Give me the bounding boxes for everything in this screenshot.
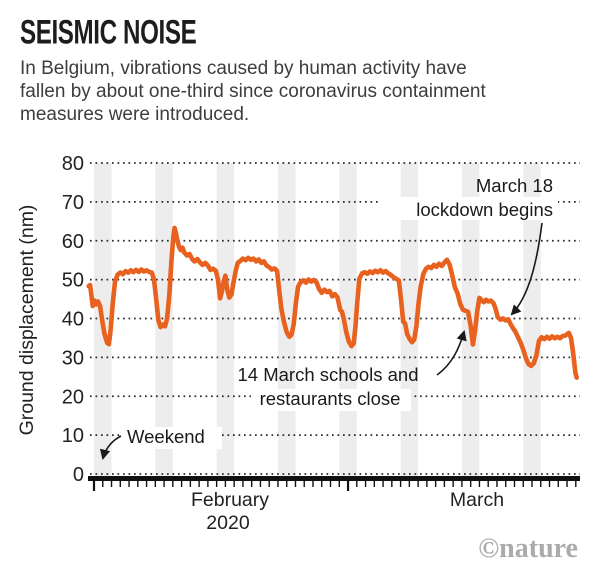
chart-header: SEISMIC NOISE In Belgium, vibrations cau…: [20, 12, 580, 126]
y-axis-label: Ground displacement (nm): [16, 205, 38, 436]
gridline-gap: [121, 427, 222, 449]
y-tick-label-50: 50: [62, 270, 84, 292]
weekend-band: [216, 163, 235, 476]
y-tick-label-70: 70: [62, 192, 84, 214]
weekend-annotation-arrow: [99, 435, 122, 461]
x-axis-year-label: 2020: [206, 512, 250, 534]
x-axis-month-label-march: March: [450, 489, 504, 511]
subtitle-line-3: measures were introduced.: [20, 104, 250, 125]
schools-annotation-arrow: [436, 330, 467, 376]
lockdown-annotation-arrow: [510, 222, 543, 316]
x-axis-line: [88, 476, 580, 481]
ground-displacement-line: [86, 225, 580, 380]
weekend-annotation-label: Weekend: [127, 426, 205, 447]
y-tick-label-80: 80: [62, 153, 84, 175]
y-tick-label-10: 10: [62, 425, 84, 447]
y-tick-label-0: 0: [73, 464, 84, 486]
y-tick-label-60: 60: [62, 231, 84, 253]
lockdown-annotation-line-2: lockdown begins: [416, 199, 553, 220]
x-axis-month-label-february: February: [191, 489, 269, 511]
gridline-gap: [251, 389, 411, 411]
subtitle-line-1: In Belgium, vibrations caused by human a…: [20, 58, 467, 79]
nature-logo: ©nature: [478, 533, 578, 564]
y-tick-label-40: 40: [62, 309, 84, 331]
schools-annotation-line-2: restaurants close: [260, 388, 401, 409]
y-tick-label-20: 20: [62, 386, 84, 408]
y-tick-label-30: 30: [62, 347, 84, 369]
gridline-gap: [378, 197, 558, 220]
y-axis-tick-labels: 0 10 20 30 40 50 60 70 80: [62, 153, 84, 486]
lockdown-annotation-line-1: March 18: [476, 175, 553, 196]
subtitle-line-2: fallen by about one-third since coronavi…: [20, 81, 486, 102]
x-axis-day-ticks: [92, 481, 577, 491]
chart-subtitle: In Belgium, vibrations caused by human a…: [20, 57, 580, 126]
schools-annotation-line-1: 14 March schools and: [238, 364, 419, 385]
chart-title: SEISMIC NOISE: [20, 12, 197, 52]
